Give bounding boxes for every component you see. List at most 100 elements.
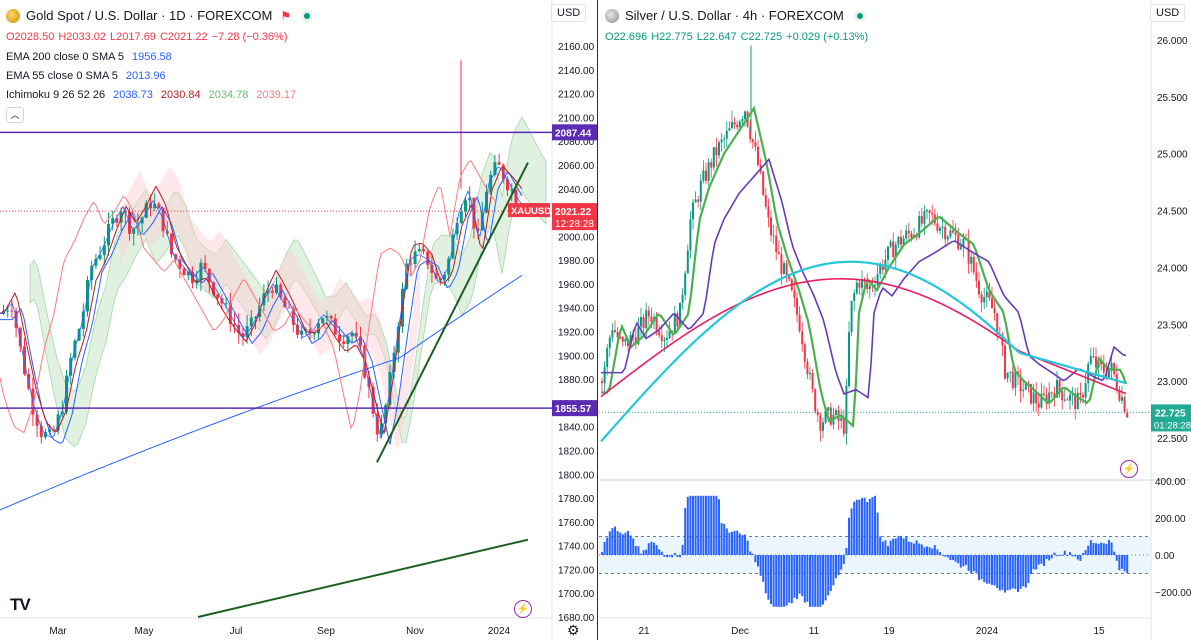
level-high-label-bg xyxy=(552,124,597,141)
gold-candle xyxy=(52,429,56,431)
silver-candle xyxy=(928,210,931,214)
silver-candle xyxy=(699,180,702,202)
osc-bar xyxy=(663,555,666,557)
osc-bar xyxy=(764,555,767,594)
indicator-ema55[interactable]: EMA 55 close 0 SMA 5 2013.96 xyxy=(6,66,313,85)
silver-candle xyxy=(1030,383,1032,404)
silver-candle xyxy=(978,280,980,295)
gold-candle xyxy=(308,329,312,334)
osc-bar xyxy=(1006,555,1009,591)
gold-chart-pane[interactable]: 2160.00 2140.00 2120.00 2100.00 2080.00 2060.… xyxy=(0,0,598,640)
silver-candle xyxy=(983,296,986,303)
gold-candle xyxy=(485,191,488,213)
gold-price-tick: 1720.00 xyxy=(558,565,595,576)
osc-bar xyxy=(666,555,668,558)
gold-candle xyxy=(455,223,459,235)
osc-bar xyxy=(923,547,926,555)
osc-bar xyxy=(848,517,850,555)
gold-currency-selector[interactable]: USD xyxy=(551,4,587,22)
settings-gear-icon[interactable]: ⚙ xyxy=(567,622,580,638)
gold-legend: Gold Spot / U.S. Dollar · 1D · FOREXCOM … xyxy=(6,5,314,123)
osc-bar xyxy=(1092,542,1095,555)
silver-candle xyxy=(731,122,733,129)
osc-bar xyxy=(1071,555,1074,557)
osc-bar xyxy=(972,555,975,572)
silver-candle xyxy=(1089,356,1092,364)
silver-candle xyxy=(777,252,780,255)
osc-bar xyxy=(749,551,752,555)
silver-candle xyxy=(926,210,928,212)
ema200-line xyxy=(0,274,523,511)
indicator-ichimoku[interactable]: Ichimoku 9 26 52 26 2038.73 2030.84 2034… xyxy=(6,85,313,104)
osc-bar xyxy=(978,555,980,581)
silver-candle xyxy=(1045,394,1048,404)
silver-candle xyxy=(972,256,975,273)
market-status-icon[interactable] xyxy=(853,9,866,22)
silver-chart-pane[interactable]: 26.000 25.500 25.000 24.500 24.000 23.500 23.0… xyxy=(599,0,1191,640)
gold-candle xyxy=(18,327,22,347)
silver-candle xyxy=(757,146,759,166)
gold-candle xyxy=(468,197,472,201)
silver-low: L22.647 xyxy=(696,30,737,43)
gold-candle xyxy=(241,333,245,338)
gold-candle xyxy=(359,336,362,346)
silver-candle xyxy=(1019,375,1022,392)
silver-candle xyxy=(1115,374,1118,390)
silver-candle xyxy=(775,235,778,253)
gold-title[interactable]: Gold Spot / U.S. Dollar · 1D · FOREXCOM xyxy=(26,7,273,23)
silver-last-price: 22.725 xyxy=(1155,408,1186,419)
tradingview-logo[interactable]: TV xyxy=(10,595,31,614)
indicator-ema200[interactable]: EMA 200 close 0 SMA 5 1956.58 xyxy=(6,47,313,66)
silver-candle xyxy=(957,234,960,250)
osc-bar xyxy=(1121,555,1123,569)
gold-price-tick: 2040.00 xyxy=(558,185,595,196)
collapse-legend-icon[interactable]: ︿ xyxy=(6,107,24,123)
silver-candle xyxy=(762,171,765,196)
gold-price-tick: 1900.00 xyxy=(558,351,595,362)
gold-candle xyxy=(35,414,39,426)
silver-candle xyxy=(868,285,871,290)
silver-chart-canvas[interactable]: 26.000 25.500 25.000 24.500 24.000 23.500 23.0… xyxy=(599,0,1191,640)
osc-bar xyxy=(655,545,658,555)
osc-bar xyxy=(757,555,759,567)
last-price-label-bg xyxy=(552,203,597,231)
silver-candle xyxy=(889,241,892,247)
ichimoku-cloud xyxy=(29,116,547,448)
osc-bar xyxy=(770,555,772,605)
osc-bar xyxy=(806,555,809,602)
flag-icon[interactable]: ⚑ xyxy=(280,8,292,23)
silver-lightning-icon[interactable]: ⚡ xyxy=(1120,460,1138,478)
gold-time-tick: May xyxy=(135,626,154,637)
silver-candle xyxy=(650,316,653,322)
osc-bar xyxy=(1118,555,1121,571)
silver-candle xyxy=(892,241,895,258)
gold-candle xyxy=(199,262,203,280)
gold-chart-canvas[interactable]: 2160.00 2140.00 2120.00 2100.00 2080.00 2060.… xyxy=(0,0,598,640)
silver-candle xyxy=(611,330,614,338)
silver-title[interactable]: Silver / U.S. Dollar · 4h · FOREXCOM xyxy=(625,7,844,23)
osc-bar xyxy=(733,530,736,555)
gold-lightning-icon[interactable]: ⚡ xyxy=(514,600,532,618)
silver-candle xyxy=(1035,392,1038,404)
gold-candle xyxy=(153,203,157,209)
silver-price-tick: 25.500 xyxy=(1157,93,1188,104)
gold-candle xyxy=(170,233,173,255)
osc-bar xyxy=(762,555,765,582)
osc-bar xyxy=(827,555,830,596)
silver-candle xyxy=(783,263,785,274)
osc-bar xyxy=(918,543,921,555)
silver-candle xyxy=(996,313,999,335)
osc-bar xyxy=(1027,555,1030,584)
indicator-value: 2034.78 xyxy=(208,88,249,101)
osc-bar xyxy=(933,545,936,555)
silver-currency-selector[interactable]: USD xyxy=(1150,4,1186,22)
osc-bar xyxy=(996,555,999,589)
osc-bar xyxy=(738,533,741,555)
market-status-icon[interactable] xyxy=(301,9,314,22)
symbol-tag: XAUUSD xyxy=(511,206,551,217)
silver-candle xyxy=(894,244,897,258)
osc-bar xyxy=(1115,555,1118,561)
osc-bar xyxy=(720,523,723,555)
silver-candle xyxy=(848,332,850,386)
silver-candle xyxy=(718,142,720,156)
